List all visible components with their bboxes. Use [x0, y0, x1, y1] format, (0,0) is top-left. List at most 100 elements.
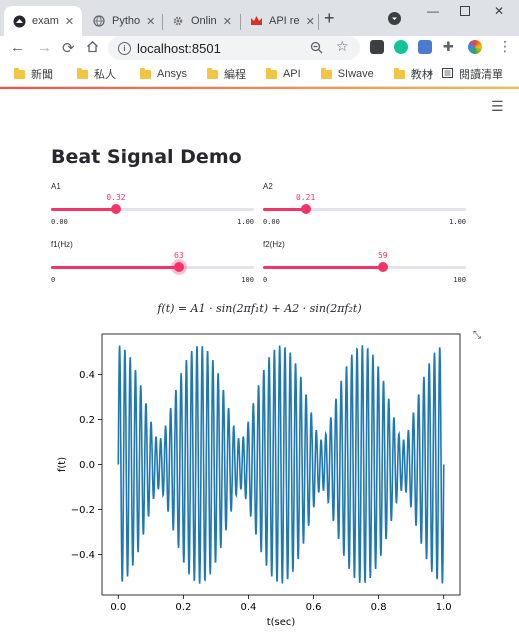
- slider-a1[interactable]: A1 0.32 0.00 1.00: [51, 182, 254, 230]
- browser-tab-2[interactable]: Onlin ✕: [163, 6, 239, 36]
- slider-value: 0.32: [106, 193, 126, 202]
- zoom-icon[interactable]: [310, 41, 323, 59]
- slider-f1[interactable]: f1(Hz) 63 0 100: [51, 240, 254, 288]
- x-tick-label: 0.8: [371, 602, 387, 613]
- tab-title: Pytho: [112, 15, 141, 27]
- slider-value: 59: [377, 251, 388, 260]
- y-tick-label: 0.4: [79, 370, 95, 381]
- extension-icon-3[interactable]: [418, 40, 432, 54]
- folder-icon: [77, 67, 88, 79]
- profile-avatar[interactable]: [468, 40, 482, 54]
- menu-dots-icon[interactable]: ⋮: [498, 38, 512, 54]
- home-icon[interactable]: [86, 40, 99, 57]
- puzzle-icon[interactable]: ✚: [443, 39, 454, 54]
- bookmark-item[interactable]: 新聞: [14, 66, 53, 82]
- slider-thumb[interactable]: [377, 262, 388, 272]
- slider-fill: [263, 208, 306, 211]
- folder-icon: [393, 67, 405, 79]
- star-icon[interactable]: ☆: [336, 38, 349, 54]
- slider-value: 63: [174, 251, 184, 260]
- maximize-icon[interactable]: [460, 5, 470, 19]
- formula: f(t) = A1 · sin(2πf₁t) + A2 · sin(2πf₂t): [157, 302, 362, 315]
- new-tab-icon[interactable]: +: [324, 8, 335, 28]
- close-icon[interactable]: ✕: [305, 15, 315, 28]
- y-axis-label: f(t): [57, 457, 68, 472]
- folder-icon: [206, 67, 218, 79]
- beat-signal-chart: 0.0 0.2 0.4 0.6 0.8 1.0 −0.4 −0.2 0.0 0.2 0.4 t(sec…: [57, 333, 461, 628]
- y-tick-label: 0.2: [79, 415, 95, 426]
- bookmark-item[interactable]: 教材: [393, 66, 433, 82]
- slider-label: A1: [51, 182, 61, 191]
- browser-toolbar: ← → ⟳ i localhost:8501 ☆ ✚ ⋮: [0, 36, 519, 62]
- slider-f2[interactable]: f2(Hz) 59 0 100: [263, 240, 466, 288]
- slider-track[interactable]: [263, 262, 466, 272]
- url-text: localhost:8501: [137, 40, 221, 56]
- slider-label: f2(Hz): [263, 240, 285, 249]
- y-tick-label: −0.4: [71, 550, 95, 561]
- slider-min: 0.00: [263, 218, 280, 226]
- bookmark-item[interactable]: 私人: [77, 66, 116, 82]
- x-tick-label: 0.6: [306, 602, 322, 613]
- x-tick-label: 1.0: [436, 602, 452, 613]
- slider-max: 1.00: [237, 218, 254, 226]
- slider-fill: [51, 266, 179, 269]
- forward-icon[interactable]: →: [37, 39, 52, 56]
- fullscreen-icon[interactable]: ⤡: [473, 330, 481, 341]
- tab-title: exam: [32, 15, 59, 27]
- slider-thumb[interactable]: [300, 204, 311, 214]
- slider-track[interactable]: [263, 204, 466, 214]
- bookmark-item[interactable]: Ansys: [140, 67, 187, 80]
- signal-line: [117, 345, 445, 584]
- app-decoration-stripe: [0, 87, 519, 89]
- slider-max: 100: [453, 276, 466, 284]
- folder-icon: [320, 67, 332, 79]
- tab-title: API re: [269, 15, 300, 27]
- slider-thumb[interactable]: [110, 204, 121, 214]
- address-bar[interactable]: i localhost:8501 ☆: [108, 36, 360, 60]
- slider-thumb[interactable]: [173, 262, 184, 272]
- slider-a2[interactable]: A2 0.21 0.00 1.00: [263, 182, 466, 230]
- browser-tab-3[interactable]: API re ✕: [241, 6, 317, 36]
- slider-track[interactable]: [51, 262, 254, 272]
- y-tick-label: 0.0: [79, 460, 95, 471]
- bookmark-item[interactable]: 編程: [206, 66, 246, 82]
- close-icon[interactable]: ✕: [146, 15, 156, 28]
- page-title: Beat Signal Demo: [51, 146, 242, 168]
- browser-tab-1[interactable]: Pytho ✕: [84, 6, 160, 36]
- slider-fill: [263, 266, 383, 269]
- slider-max: 1.00: [449, 218, 466, 226]
- info-icon[interactable]: i: [118, 41, 131, 55]
- minimize-icon[interactable]: —: [427, 4, 439, 18]
- browser-tab-0[interactable]: exam ✕: [4, 6, 82, 36]
- back-icon[interactable]: ←: [10, 39, 25, 56]
- browser-tab-bar: exam ✕ Pytho ✕ Onlin ✕ API re ✕ + — ✕: [0, 0, 519, 36]
- slider-label: A2: [263, 182, 273, 191]
- x-tick-label: 0.0: [110, 602, 126, 613]
- bookmark-item[interactable]: SIwave: [320, 67, 374, 80]
- slider-min: 0: [51, 276, 56, 284]
- window-close-icon[interactable]: ✕: [494, 4, 505, 18]
- tab-search-icon[interactable]: [388, 12, 401, 25]
- slider-track[interactable]: [51, 204, 254, 214]
- bookmarks-more[interactable]: »: [427, 68, 434, 80]
- close-icon[interactable]: ✕: [64, 15, 75, 28]
- crown-icon: [249, 14, 263, 28]
- slider-fill: [51, 208, 116, 211]
- slider-max: 100: [241, 276, 254, 284]
- slider-min: 0: [263, 276, 268, 284]
- reading-list[interactable]: 閱讀清單: [442, 66, 503, 82]
- x-tick-label: 0.4: [241, 602, 257, 613]
- folder-icon: [265, 67, 277, 79]
- tab-title: Onlin: [191, 15, 217, 27]
- hamburger-menu-icon[interactable]: ☰: [491, 98, 504, 114]
- folder-icon: [14, 67, 25, 79]
- x-axis-label: t(sec): [267, 617, 296, 628]
- x-tick-label: 0.2: [175, 602, 191, 613]
- bookmarks-bar: 新聞 私人 Ansys 編程 API SIwave 教材 » 閱讀清單: [0, 62, 519, 87]
- slider-value: 0.21: [295, 193, 316, 202]
- extension-icon-1[interactable]: [370, 40, 384, 54]
- reload-icon[interactable]: ⟳: [62, 40, 75, 57]
- close-icon[interactable]: ✕: [222, 15, 232, 28]
- bookmark-item[interactable]: API: [265, 67, 301, 80]
- grammarly-icon[interactable]: [394, 40, 408, 54]
